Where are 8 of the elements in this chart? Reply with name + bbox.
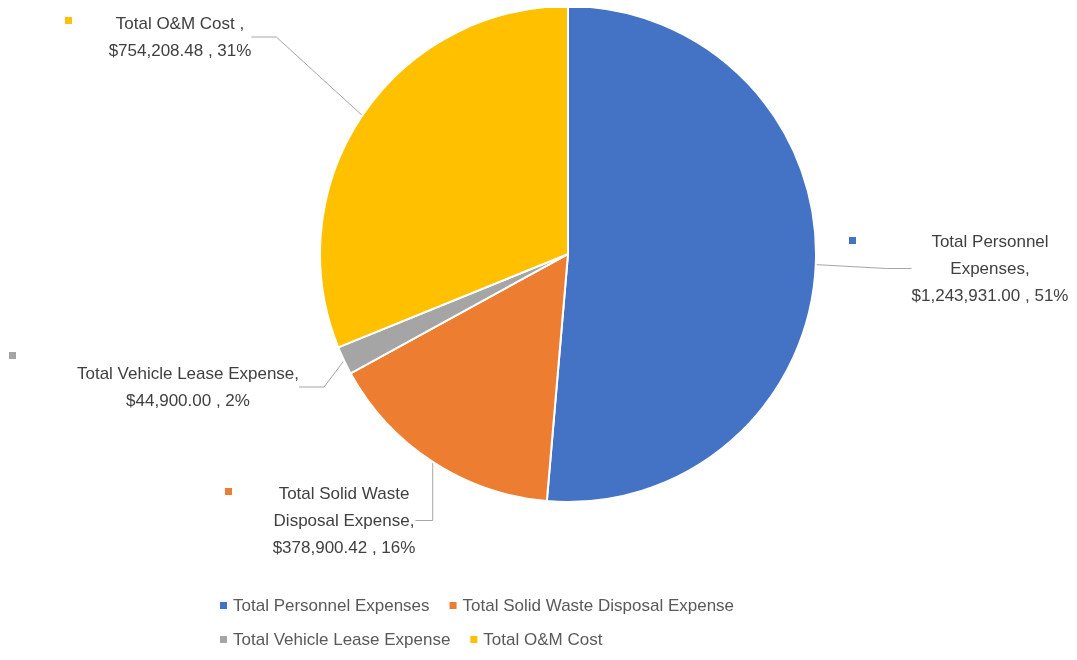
legend-label: Total Personnel Expenses — [233, 596, 430, 615]
data-label: Total O&M Cost , $754,208.48 , 31% — [108, 14, 252, 60]
legend-label: Total Solid Waste Disposal Expense — [462, 596, 735, 615]
data-label: Total Vehicle Lease Expense, $44,900.00 , 2% — [76, 364, 300, 410]
legend-label: Total O&M Cost — [483, 630, 603, 649]
data-label: Total Solid Waste Disposal Expense, $378,900.42 , 16% — [272, 484, 416, 557]
data-label: Total Personnel Expenses, $1,243,931.00 , 51% — [911, 232, 1069, 305]
legend-label: Total Vehicle Lease Expense — [233, 630, 451, 649]
